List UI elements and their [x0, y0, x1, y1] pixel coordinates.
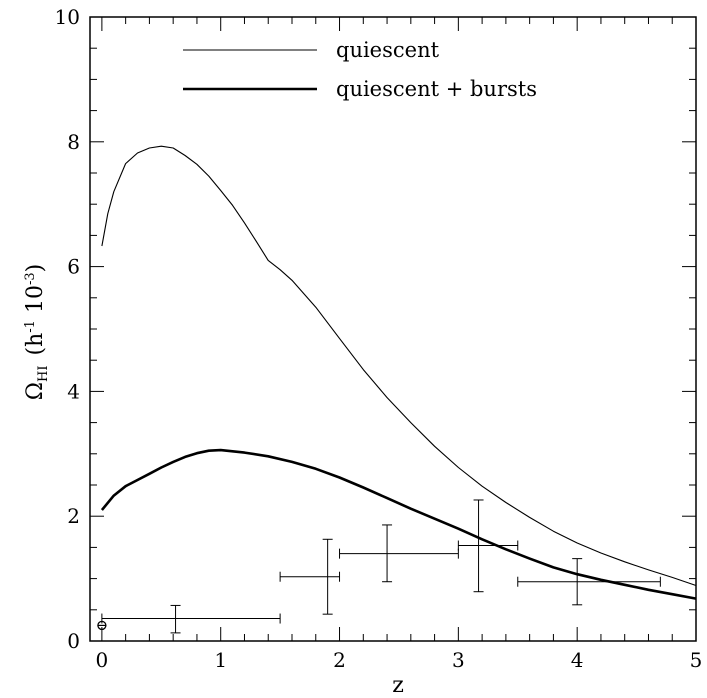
series-lines	[100, 145, 697, 600]
series-line-quiescent-bursts	[100, 448, 697, 600]
y-axis-title-mid: 10	[23, 285, 48, 320]
x-tick-label: 0	[96, 648, 109, 672]
y-axis-title-exp1: -1	[23, 320, 38, 333]
observation-point	[457, 499, 519, 593]
legend-label-quiescent: quiescent	[336, 38, 440, 62]
observation-point	[279, 538, 341, 615]
y-tick-label: 0	[67, 629, 80, 653]
legend-label-quiescent-bursts: quiescent + bursts	[336, 77, 537, 101]
y-axis-title-omega: Ω	[23, 382, 48, 400]
x-tick-label: 3	[452, 648, 465, 672]
y-tick-label: 8	[67, 130, 80, 154]
observation-point	[517, 558, 661, 606]
y-axis-title: ΩHI (h-1 10-3)	[23, 264, 51, 400]
y-axis-title-subscript: HI	[36, 365, 51, 381]
x-tick-label: 2	[333, 648, 346, 672]
observation-point	[101, 604, 281, 634]
y-axis-title-units: (h	[23, 333, 48, 356]
y-tick-label: 10	[55, 5, 80, 29]
y-tick-label: 4	[67, 379, 80, 403]
y-axis-title-exp2: -3	[23, 272, 38, 285]
x-axis-title: z	[392, 673, 404, 698]
axis-tick-labels: 0 1 2 3 4 5 0 2 4 6 8 10	[55, 5, 703, 672]
x-tick-label: 4	[571, 648, 584, 672]
x-tick-label: 5	[690, 648, 703, 672]
series-line-quiescent	[101, 145, 697, 587]
y-tick-label: 2	[67, 504, 80, 528]
y-tick-label: 6	[67, 255, 80, 279]
x-tick-label: 1	[214, 648, 227, 672]
observation-error-bars	[97, 499, 661, 634]
axis-ticks	[90, 16, 697, 642]
observation-point	[339, 524, 459, 583]
y-axis-title-close: )	[23, 264, 48, 273]
plot-frame	[89, 16, 697, 642]
